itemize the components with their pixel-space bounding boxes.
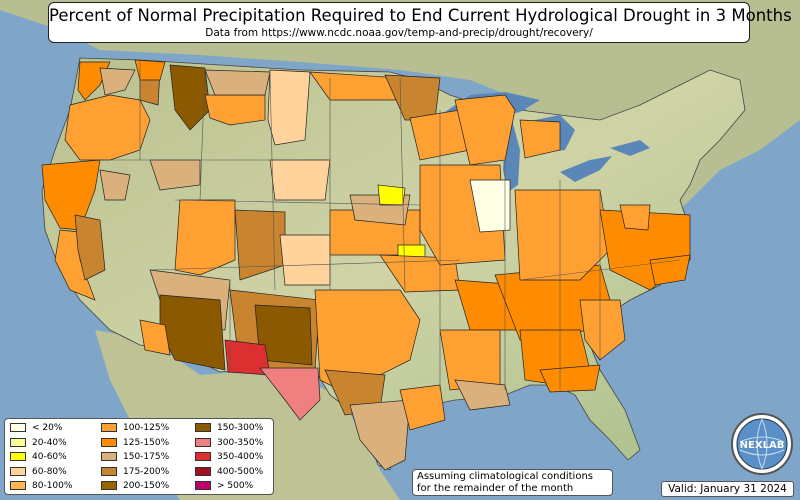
- legend-swatch: [101, 423, 117, 432]
- legend-swatch: [10, 423, 26, 432]
- legend-label: 60-80%: [32, 466, 67, 477]
- legend-label: 150-175%: [123, 452, 170, 462]
- assumption-line-1: Assuming climatological conditions: [417, 471, 593, 482]
- valid-date: Valid: January 31 2024: [661, 481, 794, 497]
- legend-swatch: [10, 437, 26, 447]
- legend-swatch: [10, 466, 26, 476]
- legend-label: < 20%: [32, 423, 63, 433]
- legend: < 20% 20-40% 40-60% 60-80% 80-100% 100-125% 12…: [4, 418, 274, 495]
- legend-label: 300-350%: [217, 437, 264, 448]
- legend-label: 40-60%: [32, 452, 67, 462]
- legend-label: 200-150%: [123, 481, 170, 491]
- legend-label: > 500%: [217, 481, 254, 491]
- legend-label: 125-150%: [123, 437, 170, 448]
- drought-regions: [41, 59, 691, 471]
- legend-swatch: [101, 466, 117, 476]
- assumption-line-2: for the remainder of the month: [417, 483, 574, 494]
- legend-swatch: [195, 452, 211, 461]
- assumption-note: Assuming climatological conditions for t…: [412, 469, 613, 496]
- legend-label: 175-200%: [123, 466, 170, 477]
- legend-swatch: [101, 481, 117, 490]
- logo-text: NEXLAB: [740, 440, 785, 451]
- legend-swatch: [10, 452, 26, 461]
- state-borders: [100, 60, 681, 390]
- legend-swatch: [101, 452, 117, 461]
- page-subtitle: Data from https://www.ncdc.noaa.gov/temp…: [205, 27, 593, 39]
- legend-label: 100-125%: [123, 423, 170, 433]
- legend-swatch: [195, 481, 211, 490]
- legend-label: 80-100%: [32, 481, 73, 491]
- legend-swatch: [195, 423, 211, 432]
- legend-swatch: [101, 437, 117, 447]
- legend-label: 20-40%: [32, 437, 67, 448]
- legend-swatch: [10, 481, 26, 490]
- legend-swatch: [195, 466, 211, 476]
- legend-label: 400-500%: [217, 466, 264, 477]
- legend-swatch: [195, 437, 211, 447]
- page-title: Percent of Normal Precipitation Required…: [49, 6, 792, 25]
- nexlab-globe-logo: NEXLAB: [731, 413, 793, 475]
- legend-label: 150-300%: [217, 423, 264, 433]
- title-box: Percent of Normal Precipitation Required…: [48, 2, 792, 43]
- legend-label: 350-400%: [217, 452, 264, 462]
